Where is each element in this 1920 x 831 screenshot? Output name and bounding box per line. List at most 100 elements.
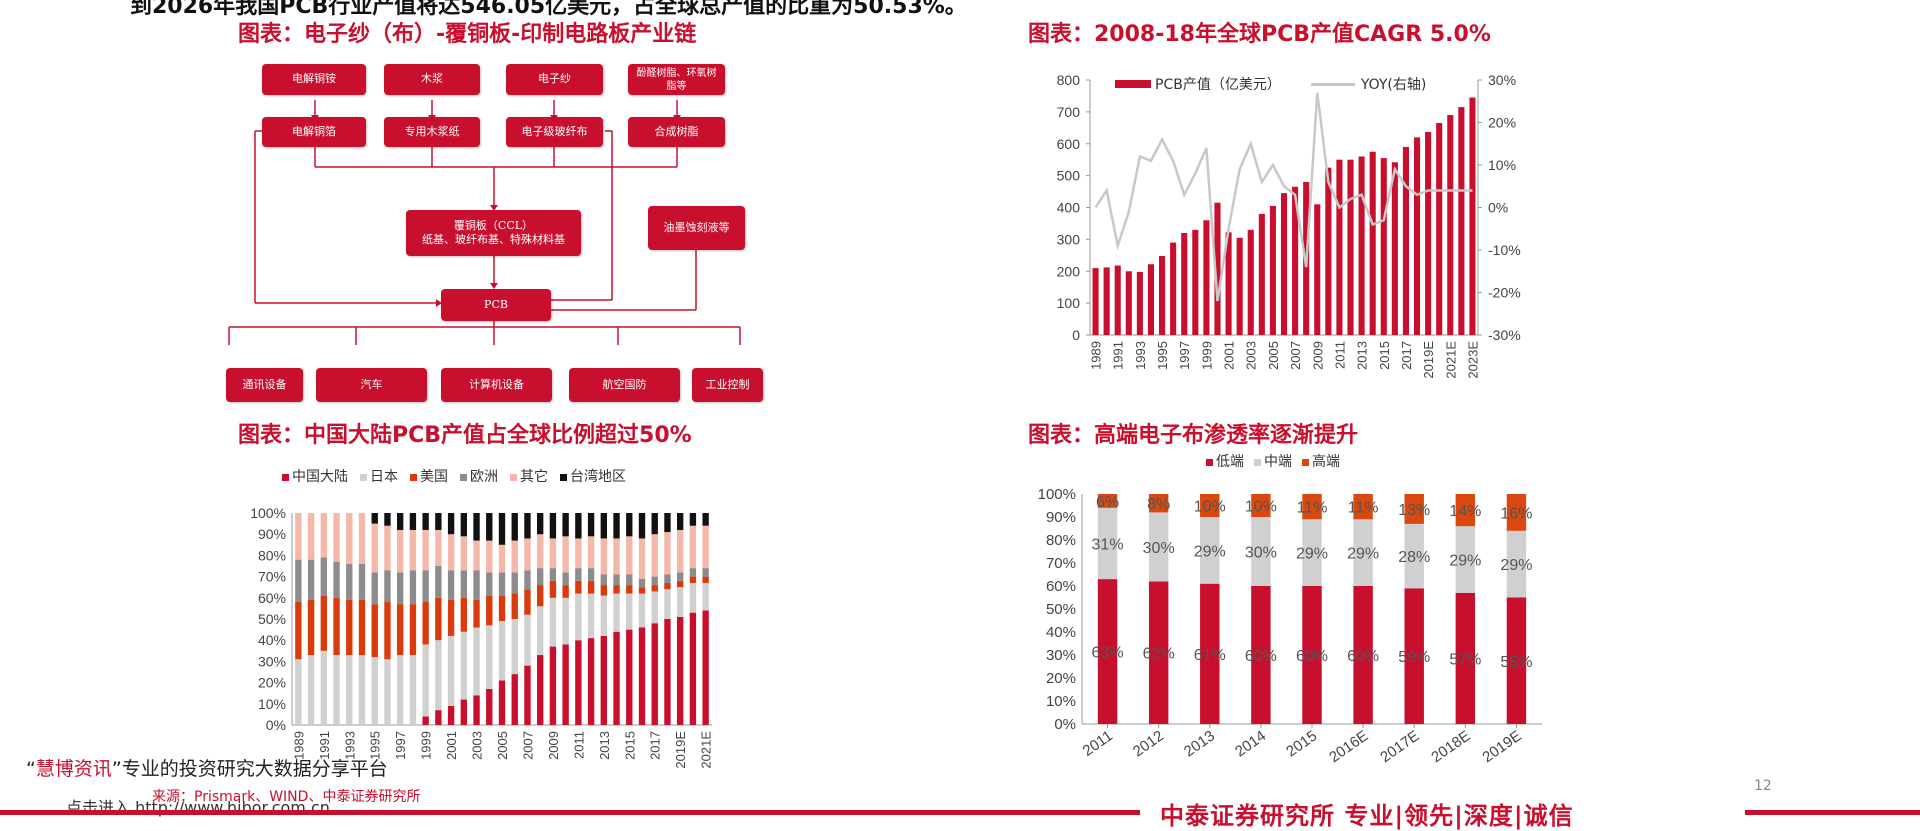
chart2-segment bbox=[613, 585, 620, 594]
chart3-data-label: 29% bbox=[1449, 553, 1481, 570]
chart3-data-label: 29% bbox=[1194, 543, 1226, 560]
chart1-right-tick-label: -20% bbox=[1488, 285, 1521, 301]
chart1-bar bbox=[1469, 97, 1476, 335]
chart2-segment bbox=[562, 644, 569, 725]
chart2-segment bbox=[498, 544, 506, 573]
chart2-segment bbox=[409, 529, 417, 571]
chart2-x-tick-label: 2001 bbox=[444, 731, 459, 760]
chart2-x-tick-label: 2015 bbox=[622, 731, 637, 760]
chart2-segment bbox=[537, 655, 544, 725]
chart2-y-tick-label: 20% bbox=[258, 675, 286, 691]
chart2-segment bbox=[689, 582, 697, 613]
node-raw-pulp: 木浆 bbox=[384, 64, 480, 95]
chart2-segment bbox=[371, 572, 378, 605]
chart3-segment bbox=[1200, 583, 1220, 724]
chart1-right-tick-label: -30% bbox=[1488, 327, 1521, 343]
chart2-x-tick-label: 2013 bbox=[597, 731, 612, 760]
chart2-legend-item: 美国 bbox=[410, 466, 448, 486]
chart2-segment bbox=[689, 576, 697, 583]
chart2-y-tick-label: 0% bbox=[266, 717, 286, 733]
chart1-bar bbox=[1269, 205, 1276, 335]
chart2-segment bbox=[422, 570, 429, 603]
chart2-y-tick-label: 90% bbox=[258, 526, 286, 542]
chart3-y-tick-label: 50% bbox=[1046, 601, 1076, 618]
chart2-segment bbox=[320, 650, 327, 725]
chart2-segment bbox=[307, 559, 315, 600]
chart1-bar bbox=[1114, 265, 1121, 335]
chart2-segment bbox=[638, 538, 646, 579]
chart2-segment bbox=[447, 570, 455, 600]
chart3-y-tick-label: 60% bbox=[1046, 578, 1076, 595]
chart3-legend-label: 高端 bbox=[1312, 454, 1340, 470]
chart2-segment bbox=[638, 578, 646, 588]
chart2-legend-item: 中国大陆 bbox=[282, 466, 348, 486]
chart2-segment bbox=[371, 513, 378, 524]
chart2-segment bbox=[473, 599, 480, 628]
chart3-segment bbox=[1302, 519, 1322, 586]
chart3-y-tick-label: 70% bbox=[1046, 555, 1076, 572]
chart2-segment bbox=[307, 655, 315, 725]
chart2-segment bbox=[371, 657, 378, 725]
chart3-high-end-penetration: 0% 10% 20% 30% 40% 50% 60% 70% 80% 90% 100% 63% 31% 6… bbox=[1038, 486, 1542, 766]
chart3-data-label: 16% bbox=[1500, 505, 1532, 522]
chart3-data-label: 10% bbox=[1245, 499, 1277, 516]
chart2-segment bbox=[320, 595, 327, 651]
chart2-segment bbox=[537, 568, 544, 586]
chart2-x-tick-label: 2005 bbox=[495, 731, 510, 760]
chart2-segment bbox=[651, 534, 658, 577]
watermark-open-quote: “ bbox=[26, 758, 36, 780]
chart2-legend-label: 中国大陆 bbox=[292, 469, 348, 485]
chart3-y-tick-label: 20% bbox=[1046, 670, 1076, 687]
chart1-bar bbox=[1413, 137, 1421, 335]
chart3-data-label: 29% bbox=[1347, 546, 1379, 563]
chart2-segment bbox=[549, 580, 557, 598]
chart2-segment bbox=[447, 635, 455, 706]
chart2-y-tick-label: 40% bbox=[258, 632, 286, 648]
chart2-segment bbox=[486, 595, 493, 626]
chart2-segment bbox=[626, 513, 633, 537]
chart2-segment bbox=[447, 599, 455, 636]
chart2-segment bbox=[409, 604, 417, 656]
chart1-x-tick-label: 2019E bbox=[1421, 341, 1436, 379]
chart2-segment bbox=[435, 529, 442, 566]
chart2-segment bbox=[562, 536, 569, 573]
chart3-segment bbox=[1353, 586, 1373, 724]
chart2-segment bbox=[587, 568, 595, 581]
node-app-telecom: 通讯设备 bbox=[226, 368, 303, 402]
chart2-segment bbox=[460, 597, 467, 632]
chart3-x-tick-label: 2016E bbox=[1326, 727, 1371, 766]
chart2-segment bbox=[575, 538, 582, 569]
chart2-segment bbox=[587, 593, 595, 639]
chart3-data-label: 30% bbox=[1245, 545, 1277, 562]
chart2-segment bbox=[333, 513, 340, 562]
footer-rule-right bbox=[1745, 810, 1920, 815]
chart2-segment bbox=[460, 631, 467, 700]
chart1-bar bbox=[1192, 229, 1199, 335]
chart2-segment bbox=[435, 513, 442, 530]
chart2-x-tick-label: 1999 bbox=[419, 731, 434, 760]
chart2-segment bbox=[626, 536, 633, 575]
chart1-bar bbox=[1425, 131, 1432, 335]
chart1-right-tick-label: 20% bbox=[1488, 115, 1516, 131]
chart3-y-tick-label: 10% bbox=[1046, 693, 1076, 710]
chart2-segment bbox=[562, 597, 569, 645]
chart2-segment bbox=[524, 665, 531, 725]
chart2-legend-label: 欧洲 bbox=[470, 469, 498, 485]
chart3-data-label: 30% bbox=[1143, 540, 1175, 557]
chart1-left-tick-label: 300 bbox=[1057, 231, 1081, 247]
chart2-segment bbox=[384, 525, 391, 571]
chart2-segment bbox=[549, 646, 557, 725]
chart2-segment bbox=[295, 659, 302, 725]
chart3-x-tick-label: 2012 bbox=[1130, 727, 1167, 760]
chart1-left-tick-label: 100 bbox=[1057, 295, 1081, 311]
chart1-left-tick-label: 800 bbox=[1057, 72, 1081, 88]
chart1-left-tick-label: 200 bbox=[1057, 263, 1081, 279]
chart2-x-tick-label: 2019E bbox=[673, 731, 688, 769]
chart2-y-tick-label: 80% bbox=[258, 547, 286, 563]
chart3-data-label: 8% bbox=[1147, 496, 1170, 513]
chart3-data-label: 13% bbox=[1398, 502, 1430, 519]
chart2-x-tick-label: 2009 bbox=[546, 731, 561, 760]
watermark-tagline: 专业的投资研究大数据分享平台 bbox=[121, 758, 388, 780]
chart2-segment bbox=[702, 513, 709, 526]
chart2-segment bbox=[677, 572, 684, 581]
